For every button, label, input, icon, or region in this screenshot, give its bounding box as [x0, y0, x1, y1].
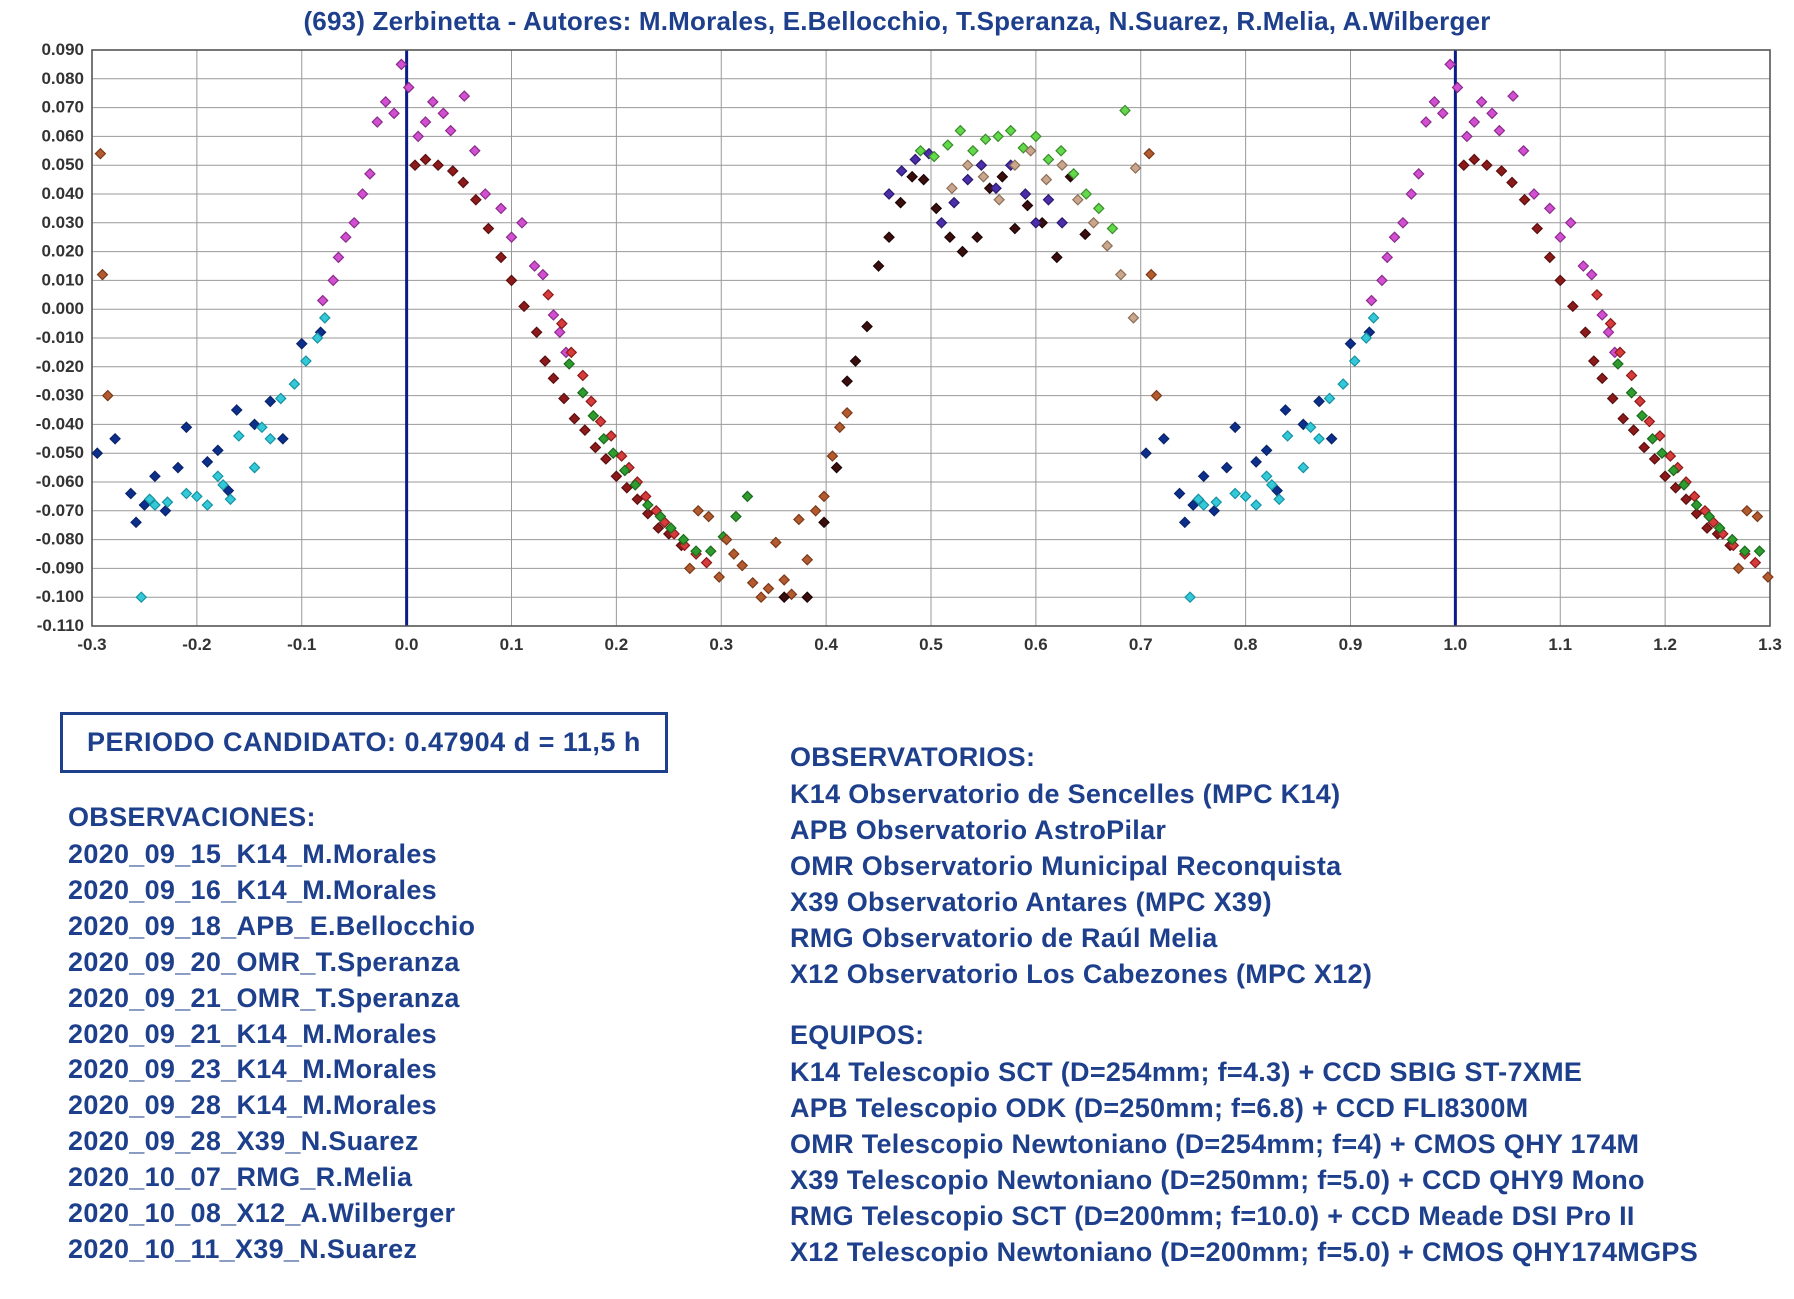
svg-text:-0.070: -0.070 [36, 501, 84, 520]
svg-text:-0.1: -0.1 [287, 635, 316, 654]
list-item: 2020_09_20_OMR_T.Speranza [68, 945, 475, 981]
observatories-header: OBSERVATORIOS: [790, 742, 1770, 773]
svg-text:0.5: 0.5 [919, 635, 943, 654]
list-item: 2020_10_07_RMG_R.Melia [68, 1160, 475, 1196]
list-item: OMR Telescopio Newtoniano (D=254mm; f=4)… [790, 1127, 1770, 1163]
svg-text:1.3: 1.3 [1758, 635, 1782, 654]
list-item: 2020_09_21_OMR_T.Speranza [68, 981, 475, 1017]
svg-text:0.6: 0.6 [1024, 635, 1048, 654]
list-item: 2020_09_21_K14_M.Morales [68, 1017, 475, 1053]
svg-text:0.4: 0.4 [814, 635, 838, 654]
list-item: RMG Telescopio SCT (D=200mm; f=10.0) + C… [790, 1199, 1770, 1235]
list-item: RMG Observatorio de Raúl Melia [790, 921, 1770, 957]
scatter-chart: -0.3 -0.2 -0.1 0.0 0.1 0.2 0.3 0.4 0.5 0.6 0.7 0.8 0… [12, 42, 1782, 662]
list-item: K14 Telescopio SCT (D=254mm; f=4.3) + CC… [790, 1055, 1770, 1091]
svg-text:0.9: 0.9 [1339, 635, 1363, 654]
svg-text:-0.020: -0.020 [36, 357, 84, 376]
svg-text:0.060: 0.060 [41, 126, 84, 145]
svg-text:0.030: 0.030 [41, 213, 84, 232]
list-item: X39 Telescopio Newtoniano (D=250mm; f=5.… [790, 1163, 1770, 1199]
list-item: APB Observatorio AstroPilar [790, 813, 1770, 849]
list-item: X39 Observatorio Antares (MPC X39) [790, 885, 1770, 921]
svg-text:-0.110: -0.110 [37, 616, 84, 635]
svg-text:1.1: 1.1 [1548, 635, 1572, 654]
list-item: 2020_09_28_X39_N.Suarez [68, 1124, 475, 1160]
svg-text:0.050: 0.050 [41, 155, 84, 174]
svg-text:-0.3: -0.3 [77, 635, 106, 654]
list-item: K14 Observatorio de Sencelles (MPC K14) [790, 777, 1770, 813]
observatories-block: OBSERVATORIOS: K14 Observatorio de Sence… [790, 742, 1770, 992]
list-item: 2020_10_11_X39_N.Suarez [68, 1232, 475, 1268]
observations-list: 2020_09_15_K14_M.Morales2020_09_16_K14_M… [68, 837, 475, 1268]
svg-text:-0.090: -0.090 [36, 558, 84, 577]
list-item: 2020_09_18_APB_E.Bellocchio [68, 909, 475, 945]
list-item: 2020_09_15_K14_M.Morales [68, 837, 475, 873]
svg-text:-0.2: -0.2 [182, 635, 211, 654]
list-item: 2020_09_23_K14_M.Morales [68, 1052, 475, 1088]
list-item: 2020_09_16_K14_M.Morales [68, 873, 475, 909]
period-candidate-box: PERIODO CANDIDATO: 0.47904 d = 11,5 h [60, 712, 668, 773]
chart-title: (693) Zerbinetta - Autores: M.Morales, E… [0, 6, 1794, 37]
svg-text:-0.080: -0.080 [36, 530, 84, 549]
svg-text:0.0: 0.0 [395, 635, 419, 654]
list-item: X12 Telescopio Newtoniano (D=200mm; f=5.… [790, 1235, 1770, 1271]
svg-text:-0.050: -0.050 [36, 443, 84, 462]
list-item: X12 Observatorio Los Cabezones (MPC X12) [790, 957, 1770, 993]
svg-text:0.070: 0.070 [41, 98, 84, 117]
svg-text:1.2: 1.2 [1653, 635, 1677, 654]
list-item: APB Telescopio ODK (D=250mm; f=6.8) + CC… [790, 1091, 1770, 1127]
svg-text:-0.040: -0.040 [36, 414, 84, 433]
svg-text:-0.060: -0.060 [36, 472, 84, 491]
equipment-header: EQUIPOS: [790, 1020, 1770, 1051]
svg-text:1.0: 1.0 [1444, 635, 1468, 654]
observatories-list: K14 Observatorio de Sencelles (MPC K14)A… [790, 777, 1770, 992]
equipment-list: K14 Telescopio SCT (D=254mm; f=4.3) + CC… [790, 1055, 1770, 1270]
svg-text:-0.100: -0.100 [36, 587, 84, 606]
list-item: 2020_10_08_X12_A.Wilberger [68, 1196, 475, 1232]
observations-header: OBSERVACIONES: [68, 802, 475, 833]
right-info-column: OBSERVATORIOS: K14 Observatorio de Sence… [790, 742, 1770, 1299]
list-item: 2020_09_28_K14_M.Morales [68, 1088, 475, 1124]
list-item: OMR Observatorio Municipal Reconquista [790, 849, 1770, 885]
svg-text:0.1: 0.1 [500, 635, 524, 654]
svg-text:0.090: 0.090 [41, 42, 84, 59]
svg-text:0.3: 0.3 [709, 635, 733, 654]
equipment-block: EQUIPOS: K14 Telescopio SCT (D=254mm; f=… [790, 1020, 1770, 1270]
svg-text:-0.030: -0.030 [36, 386, 84, 405]
observations-block: OBSERVACIONES: 2020_09_15_K14_M.Morales2… [68, 802, 475, 1268]
svg-text:0.020: 0.020 [41, 242, 84, 261]
svg-text:0.7: 0.7 [1129, 635, 1153, 654]
svg-text:-0.010: -0.010 [36, 328, 84, 347]
svg-text:0.8: 0.8 [1234, 635, 1258, 654]
svg-text:0.080: 0.080 [41, 69, 84, 88]
svg-text:0.010: 0.010 [41, 270, 84, 289]
svg-text:0.2: 0.2 [605, 635, 629, 654]
chart-svg: -0.3 -0.2 -0.1 0.0 0.1 0.2 0.3 0.4 0.5 0.6 0.7 0.8 0… [12, 42, 1782, 662]
svg-text:0.040: 0.040 [41, 184, 84, 203]
svg-text:0.000: 0.000 [41, 299, 84, 318]
